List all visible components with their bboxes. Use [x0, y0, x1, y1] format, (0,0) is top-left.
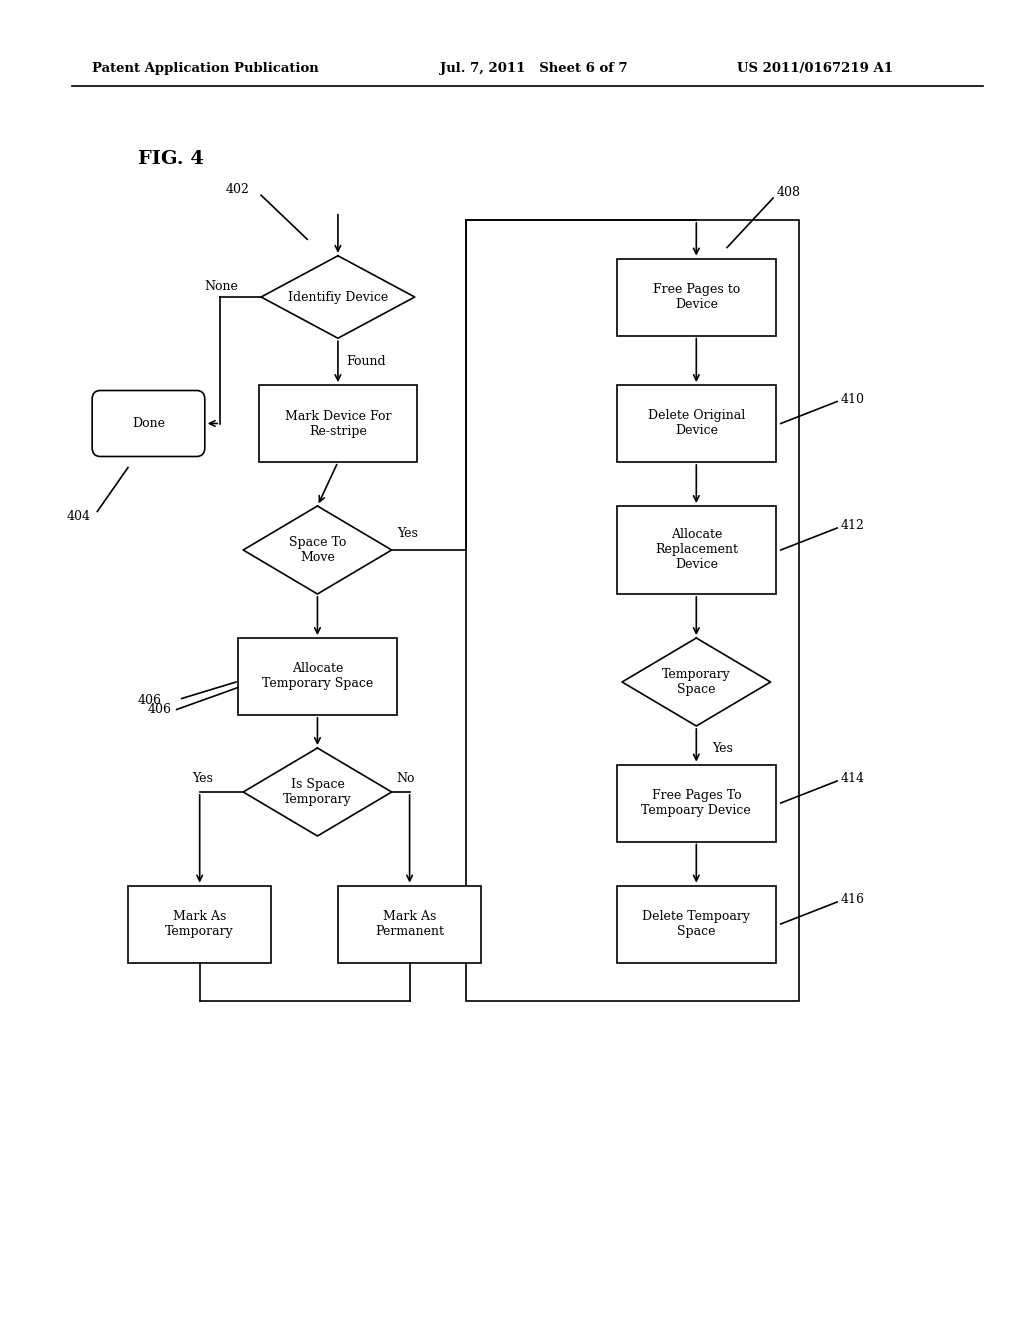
- Text: Allocate
Temporary Space: Allocate Temporary Space: [262, 663, 373, 690]
- FancyBboxPatch shape: [616, 385, 776, 462]
- Text: 408: 408: [776, 186, 800, 199]
- Text: Yes: Yes: [193, 772, 213, 785]
- Text: Mark As
Permanent: Mark As Permanent: [375, 909, 444, 939]
- Text: Patent Application Publication: Patent Application Publication: [92, 62, 318, 75]
- Text: Temporary
Space: Temporary Space: [662, 668, 731, 696]
- Text: Allocate
Replacement
Device: Allocate Replacement Device: [654, 528, 738, 572]
- Text: Free Pages to
Device: Free Pages to Device: [652, 282, 740, 312]
- FancyBboxPatch shape: [258, 385, 418, 462]
- Text: Free Pages To
Tempoary Device: Free Pages To Tempoary Device: [641, 789, 752, 817]
- Text: FIG. 4: FIG. 4: [138, 150, 204, 169]
- Text: 406: 406: [147, 704, 172, 715]
- FancyBboxPatch shape: [128, 886, 271, 962]
- Text: Delete Original
Device: Delete Original Device: [648, 409, 744, 437]
- Text: Done: Done: [132, 417, 165, 430]
- Text: US 2011/0167219 A1: US 2011/0167219 A1: [737, 62, 893, 75]
- Text: Is Space
Temporary: Is Space Temporary: [283, 777, 352, 807]
- Text: Mark As
Temporary: Mark As Temporary: [165, 909, 234, 939]
- FancyBboxPatch shape: [616, 259, 776, 335]
- FancyBboxPatch shape: [238, 638, 397, 715]
- Polygon shape: [244, 748, 391, 836]
- Text: 412: 412: [840, 519, 864, 532]
- Text: 410: 410: [840, 393, 864, 405]
- Text: Yes: Yes: [712, 742, 732, 755]
- FancyBboxPatch shape: [92, 391, 205, 457]
- Text: No: No: [397, 772, 416, 785]
- Text: 416: 416: [840, 894, 864, 907]
- Text: Jul. 7, 2011   Sheet 6 of 7: Jul. 7, 2011 Sheet 6 of 7: [440, 62, 628, 75]
- Text: Mark Device For
Re-stripe: Mark Device For Re-stripe: [285, 409, 391, 437]
- Text: 414: 414: [840, 772, 864, 785]
- Text: Space To
Move: Space To Move: [289, 536, 346, 564]
- Polygon shape: [244, 506, 391, 594]
- Text: 406: 406: [137, 694, 162, 708]
- Text: Found: Found: [346, 355, 386, 368]
- Text: Yes: Yes: [397, 527, 418, 540]
- Text: 404: 404: [67, 511, 90, 524]
- Text: Delete Tempoary
Space: Delete Tempoary Space: [642, 909, 751, 939]
- FancyBboxPatch shape: [616, 506, 776, 594]
- Polygon shape: [261, 256, 415, 338]
- Bar: [466, 220, 799, 1001]
- Polygon shape: [623, 638, 771, 726]
- FancyBboxPatch shape: [616, 764, 776, 842]
- Text: 402: 402: [225, 183, 249, 197]
- FancyBboxPatch shape: [616, 886, 776, 962]
- Text: None: None: [205, 280, 239, 293]
- Text: Identifiy Device: Identifiy Device: [288, 290, 388, 304]
- FancyBboxPatch shape: [338, 886, 481, 962]
